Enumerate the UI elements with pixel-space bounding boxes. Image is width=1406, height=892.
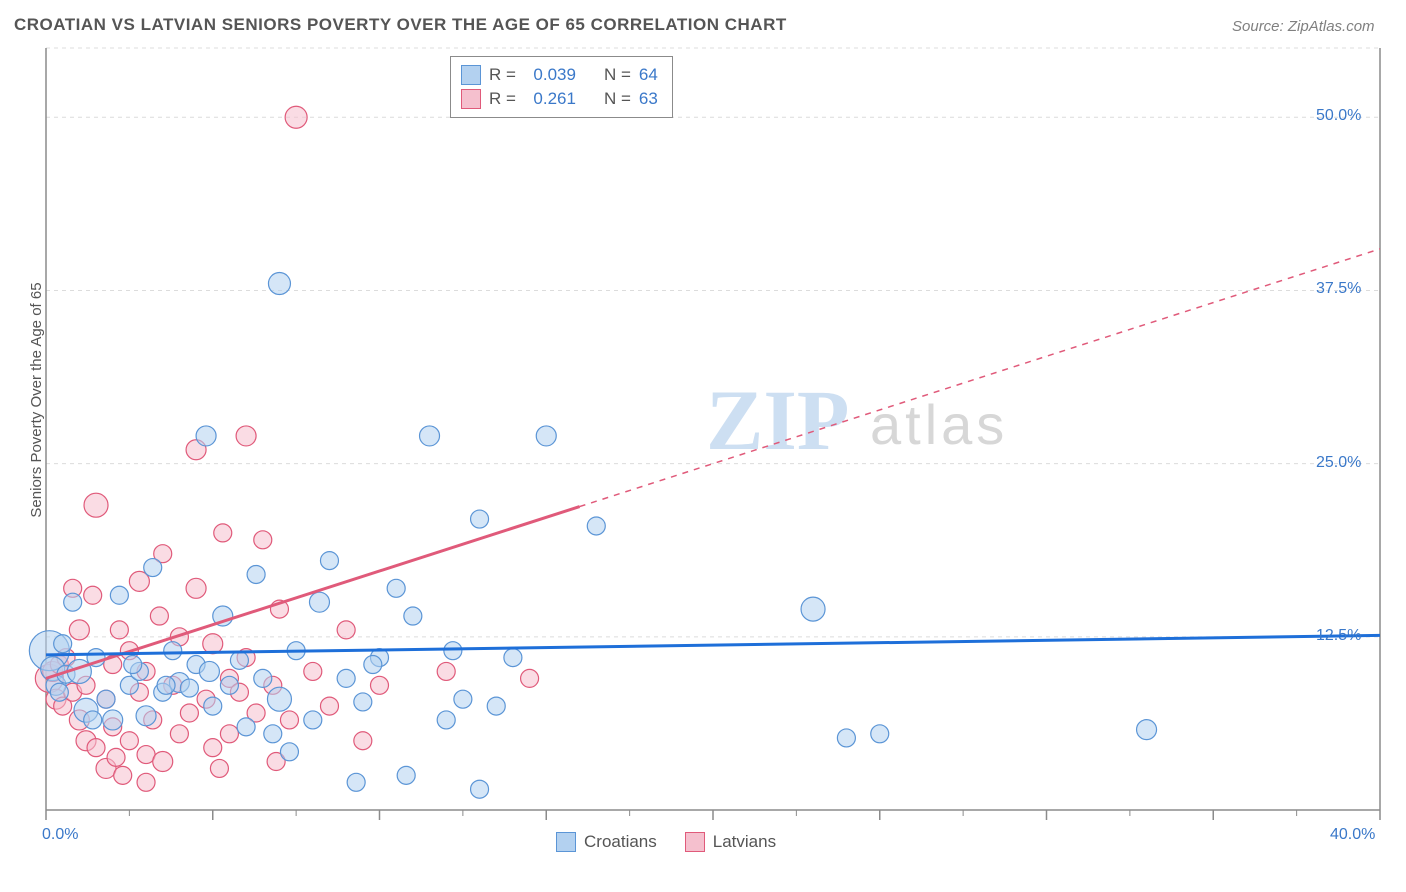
legend-r-label: R = xyxy=(489,87,516,111)
series-legend-item: Croatians xyxy=(556,832,657,852)
x-tick-label: 0.0% xyxy=(42,826,78,844)
legend-n-value: 63 xyxy=(639,87,658,111)
legend-swatch xyxy=(461,89,481,109)
legend-r-label: R = xyxy=(489,63,516,87)
legend-swatch xyxy=(685,832,705,852)
series-legend: Croatians Latvians xyxy=(556,832,776,852)
y-tick-label: 25.0% xyxy=(1316,454,1361,472)
y-tick-label: 12.5% xyxy=(1316,627,1361,645)
series-label: Latvians xyxy=(713,832,776,852)
legend-n-value: 64 xyxy=(639,63,658,87)
correlation-legend: R = 0.039 N = 64 R = 0.261 N = 63 xyxy=(450,56,673,118)
legend-r-value: 0.039 xyxy=(524,63,576,87)
legend-row: R = 0.039 N = 64 xyxy=(461,63,658,87)
legend-r-value: 0.261 xyxy=(524,87,576,111)
legend-swatch xyxy=(556,832,576,852)
scatter-plot xyxy=(0,0,1406,892)
y-tick-label: 50.0% xyxy=(1316,107,1361,125)
legend-swatch xyxy=(461,65,481,85)
x-tick-label: 40.0% xyxy=(1330,826,1375,844)
series-label: Croatians xyxy=(584,832,657,852)
series-legend-item: Latvians xyxy=(685,832,776,852)
legend-n-label: N = xyxy=(604,87,631,111)
legend-n-label: N = xyxy=(604,63,631,87)
legend-row: R = 0.261 N = 63 xyxy=(461,87,658,111)
y-tick-label: 37.5% xyxy=(1316,280,1361,298)
